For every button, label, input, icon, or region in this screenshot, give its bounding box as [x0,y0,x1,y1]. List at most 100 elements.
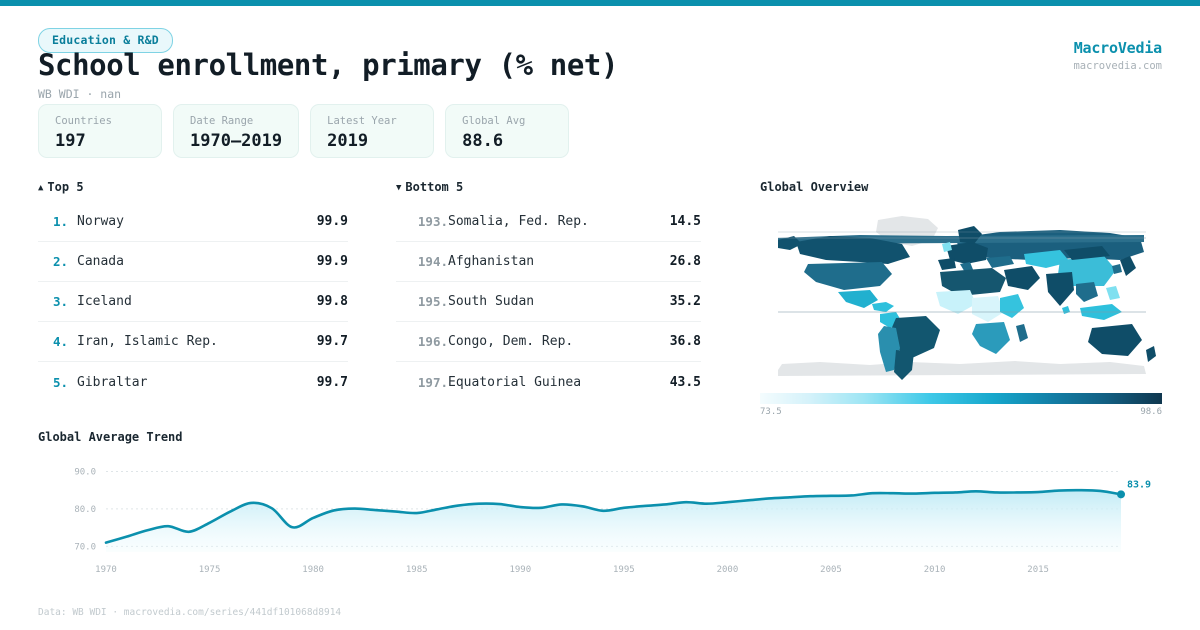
world-map-svg [760,202,1162,392]
rank-number: 1. [52,214,68,229]
iberia-shape [938,258,956,270]
country-value: 36.8 [669,334,701,349]
country-value: 35.2 [669,294,701,309]
bottom-5-title-label: Bottom 5 [405,180,464,194]
stat-value: 88.6 [462,131,504,151]
middle-east-shape [1004,266,1040,290]
stat-card-global-avg: Global Avg 88.6 [445,104,570,158]
stat-label: Countries [55,115,112,127]
global-overview-panel: Global Overview [760,180,1162,417]
colorbar-labels: 73.5 98.6 [760,407,1162,417]
list-item[interactable]: 2. Canada 99.9 [38,242,348,282]
stat-label: Date Range [190,115,254,127]
stat-label: Global Avg [462,115,526,127]
x-tick-label: 1985 [406,565,428,575]
stat-label: Latest Year [327,115,397,127]
x-tick-label: 1975 [199,565,221,575]
trend-endpoint-label: 83.9 [1127,479,1151,490]
trend-line [104,488,1123,544]
mexico-shape [838,290,878,308]
list-item[interactable]: 197. Equatorial Guinea 43.5 [396,362,701,402]
y-tick-label: 80.0 [74,505,96,515]
central-asia-shape [1024,250,1070,268]
trend-area-fill [106,490,1121,552]
country-name: Equatorial Guinea [448,374,582,390]
stat-value: 1970–2019 [190,131,283,151]
category-badge: Education & R&D [38,28,173,53]
country-value: 99.7 [316,334,348,349]
rank-number: 196. [417,334,448,349]
list-item[interactable]: 195. South Sudan 35.2 [396,282,701,322]
stat-value: 197 [55,131,86,151]
list-item[interactable]: 3. Iceland 99.8 [38,282,348,322]
north-africa-shape [940,268,1006,296]
x-tick-label: 1970 [95,565,117,575]
philippines-shape [1106,286,1120,300]
central-africa-shape [972,296,1004,322]
country-value: 99.9 [316,214,348,229]
list-item[interactable]: 4. Iran, Islamic Rep. 99.7 [38,322,348,362]
brand-block: MacroVedia macrovedia.com [1073,39,1162,72]
page-title: School enrollment, primary (% net) [38,48,619,82]
stat-value: 2019 [327,131,369,151]
country-value: 99.7 [316,374,348,390]
trend-chart[interactable]: 70.0 80.0 90.0 83.9 1970 1975 1980 1985 1990 19… [38,450,1163,580]
colorbar-min-label: 73.5 [760,407,782,417]
stat-card-row: Countries 197 Date Range 1970–2019 Lates… [38,104,570,158]
footer-source: Data: WB WDI · macrovedia.com/series/441… [38,607,342,618]
scandinavia-shape [958,226,982,244]
list-item[interactable]: 1. Norway 99.9 [38,202,348,242]
x-tick-label: 2015 [1027,565,1049,575]
y-axis-tick-labels: 70.0 80.0 90.0 [74,467,96,552]
country-value: 99.8 [316,294,348,309]
trend-endpoint-dot [1117,490,1125,499]
peru-chile-shape [878,326,900,372]
page-header: Education & R&D School enrollment, prima… [0,6,1200,101]
list-item[interactable]: 5. Gibraltar 99.7 [38,362,348,402]
brand-domain: macrovedia.com [1073,60,1162,72]
list-item[interactable]: 196. Congo, Dem. Rep. 36.8 [396,322,701,362]
top-accent-bar [0,0,1200,6]
colorbar-max-label: 98.6 [1140,407,1162,417]
top-5-panel: ▲ Top 5 1. Norway 99.9 2. Canada 99.9 3. … [38,180,348,402]
rank-number: 193. [417,214,448,229]
country-value: 14.5 [669,214,701,229]
rank-number: 194. [417,254,448,269]
alaska-shape [778,236,802,250]
southern-africa-shape [972,322,1010,354]
colorbar-gradient [760,393,1162,404]
country-name: Iceland [77,294,132,309]
turkey-shape [986,256,1014,268]
list-item[interactable]: 193. Somalia, Fed. Rep. 14.5 [396,202,701,242]
country-name: Somalia, Fed. Rep. [448,214,589,229]
top-5-title: ▲ Top 5 [38,180,348,194]
country-value: 26.8 [669,254,701,269]
country-name: Canada [77,254,124,269]
antarctica-shape [778,361,1146,376]
x-axis-tick-labels: 1970 1975 1980 1985 1990 1995 2000 2005 2010 2015 [95,565,1049,575]
japan-shape [1120,256,1136,276]
new-zealand-shape [1146,346,1156,362]
y-tick-label: 90.0 [74,467,96,477]
bottom-5-title: ▼ Bottom 5 [396,180,701,194]
x-tick-label: 1980 [302,565,324,575]
europe-shape [946,242,988,264]
x-tick-label: 1995 [613,565,635,575]
india-shape [1046,272,1074,306]
list-item[interactable]: 194. Afghanistan 26.8 [396,242,701,282]
country-value: 99.9 [316,254,348,269]
country-name: Congo, Dem. Rep. [448,334,574,349]
choropleth-map[interactable] [760,202,1162,392]
x-tick-label: 2005 [820,565,842,575]
map-title: Global Overview [760,180,869,194]
y-tick-label: 70.0 [74,542,96,552]
rank-number: 5. [52,374,68,390]
rank-number: 2. [52,254,68,269]
brazil-shape [890,316,940,358]
page-subtitle: WB WDI · nan [38,87,122,101]
triangle-up-icon: ▲ [38,183,44,193]
madagascar-shape [1016,324,1028,342]
caribbean-shape [872,302,894,312]
mongolia-shape [1064,246,1110,260]
argentina-shape [894,350,914,380]
